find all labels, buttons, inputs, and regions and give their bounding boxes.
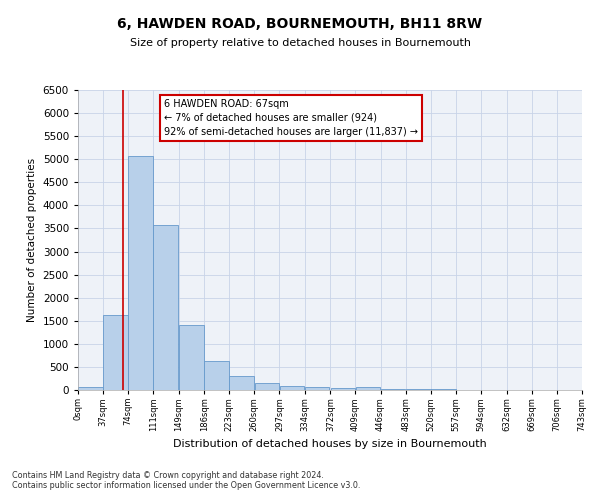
Text: Contains HM Land Registry data © Crown copyright and database right 2024.: Contains HM Land Registry data © Crown c… <box>12 471 324 480</box>
Text: 6 HAWDEN ROAD: 67sqm
← 7% of detached houses are smaller (924)
92% of semi-detac: 6 HAWDEN ROAD: 67sqm ← 7% of detached ho… <box>164 99 418 137</box>
Bar <box>305 388 329 390</box>
Y-axis label: Number of detached properties: Number of detached properties <box>27 158 37 322</box>
Bar <box>205 362 229 390</box>
X-axis label: Distribution of detached houses by size in Bournemouth: Distribution of detached houses by size … <box>173 439 487 449</box>
Bar <box>179 326 204 390</box>
Bar <box>229 376 254 390</box>
Bar <box>331 388 355 390</box>
Bar <box>254 384 279 390</box>
Bar <box>78 386 103 390</box>
Text: 6, HAWDEN ROAD, BOURNEMOUTH, BH11 8RW: 6, HAWDEN ROAD, BOURNEMOUTH, BH11 8RW <box>118 18 482 32</box>
Bar <box>128 156 153 390</box>
Bar <box>280 386 304 390</box>
Text: Contains public sector information licensed under the Open Government Licence v3: Contains public sector information licen… <box>12 481 361 490</box>
Bar <box>103 315 128 390</box>
Text: Size of property relative to detached houses in Bournemouth: Size of property relative to detached ho… <box>130 38 470 48</box>
Bar <box>381 388 406 390</box>
Bar <box>406 389 431 390</box>
Bar <box>154 225 178 390</box>
Bar <box>356 388 380 390</box>
